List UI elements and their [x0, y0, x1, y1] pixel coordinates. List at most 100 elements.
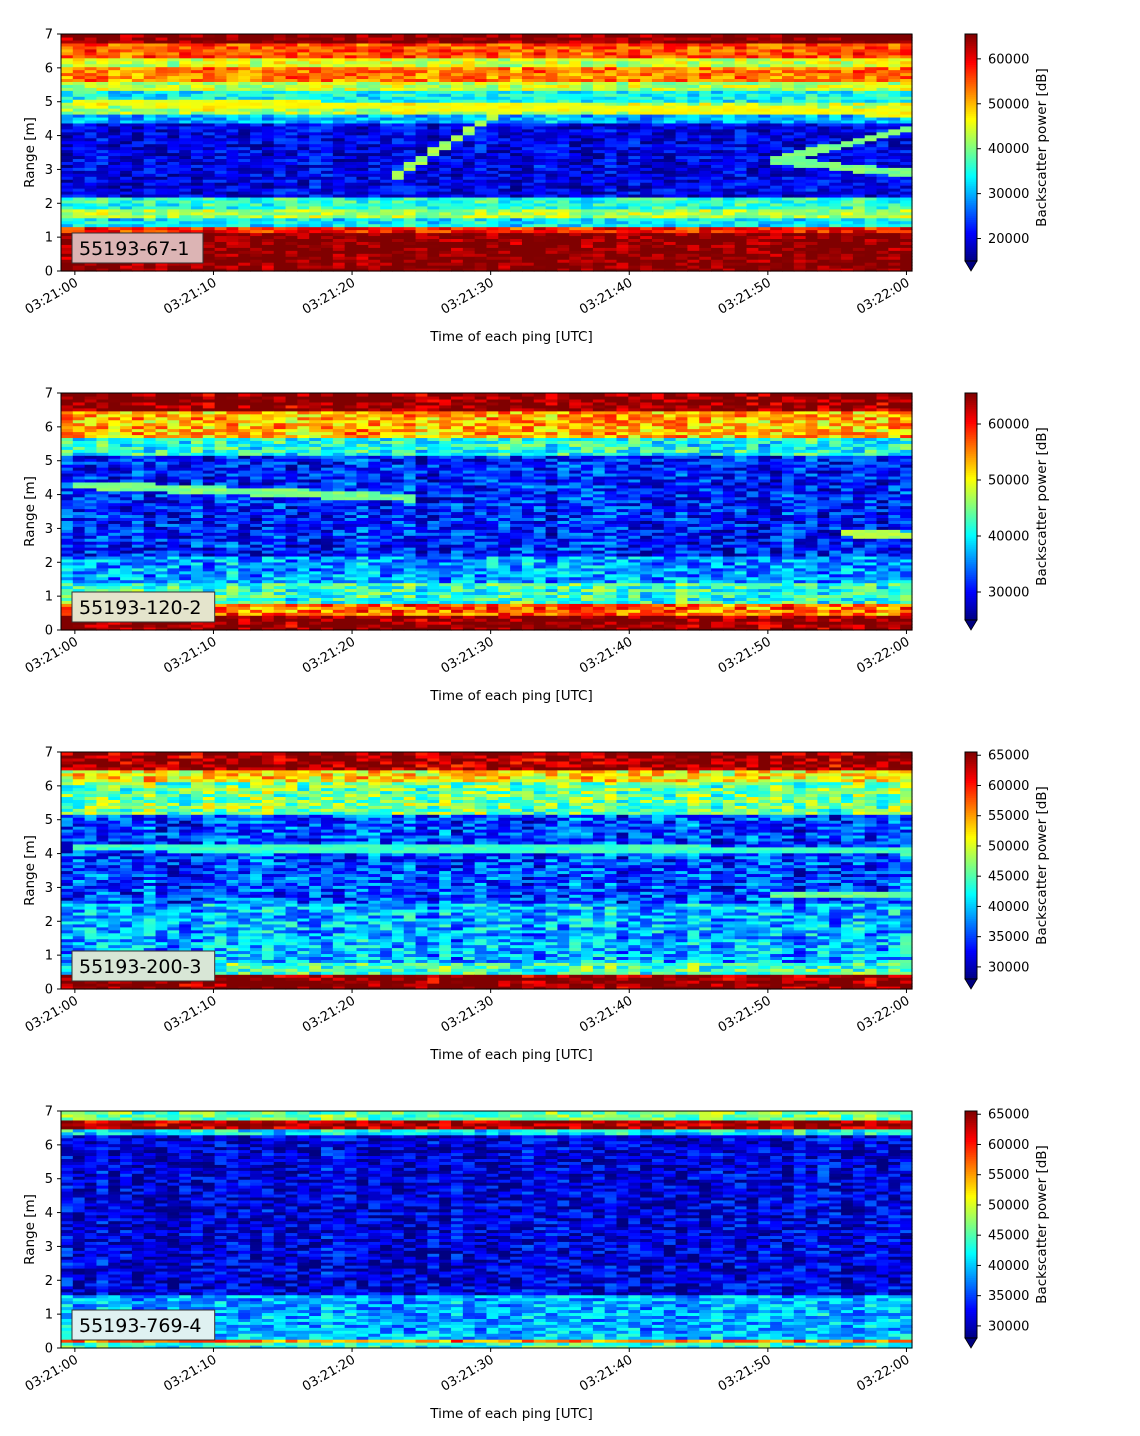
heatmap-cell	[356, 253, 369, 257]
heatmap-cell	[380, 241, 393, 245]
heatmap-cell	[108, 173, 121, 177]
heatmap-cell	[356, 125, 369, 130]
heatmap-cell	[309, 217, 322, 222]
heatmap-cell	[391, 111, 405, 115]
heatmap-cell	[309, 111, 322, 115]
heatmap-cell	[238, 131, 251, 136]
heatmap-cell	[238, 196, 251, 201]
heatmap-cell	[155, 220, 168, 225]
heatmap-cell	[214, 48, 228, 53]
heatmap-cell	[368, 48, 381, 53]
heatmap-cell	[226, 179, 239, 183]
heatmap-cell	[297, 63, 310, 68]
heatmap-cell	[356, 54, 369, 59]
heatmap-cell	[439, 191, 452, 195]
heatmap-cell	[261, 34, 275, 38]
heatmap-cell	[167, 161, 180, 165]
heatmap-cell	[96, 125, 109, 130]
heatmap-cell	[309, 232, 322, 237]
heatmap-cell	[226, 238, 239, 242]
heatmap-cell	[167, 143, 180, 148]
heatmap-cell	[427, 223, 440, 228]
heatmap-cell	[108, 134, 121, 139]
heatmap-cell	[155, 81, 168, 85]
heatmap-cell	[202, 247, 216, 251]
heatmap-cell	[297, 217, 310, 222]
heatmap-cell	[391, 134, 405, 139]
heatmap-cell	[261, 188, 275, 192]
heatmap-cell	[120, 226, 133, 231]
heatmap-cell	[214, 235, 228, 240]
heatmap-cell	[415, 223, 428, 228]
heatmap-cell	[108, 81, 121, 85]
heatmap-cell	[214, 140, 228, 145]
heatmap-cell	[96, 134, 109, 139]
heatmap-cell	[415, 48, 428, 53]
heatmap-cell	[356, 60, 369, 65]
heatmap-cell	[96, 111, 109, 115]
heatmap-cell	[356, 247, 369, 251]
heatmap-cell	[191, 268, 204, 272]
heatmap-cell	[155, 36, 168, 41]
heatmap-cell	[238, 69, 251, 74]
heatmap-cell	[368, 164, 381, 168]
heatmap-cell	[143, 87, 157, 91]
heatmap-cell	[427, 253, 440, 257]
heatmap-cell	[250, 214, 263, 219]
heatmap-cell	[439, 66, 452, 71]
heatmap-cell	[368, 122, 381, 127]
heatmap-cell	[309, 63, 322, 68]
heatmap-cell	[96, 57, 109, 62]
heatmap-cell	[415, 226, 428, 231]
heatmap-cell	[226, 34, 239, 38]
heatmap-cell	[108, 69, 121, 74]
heatmap-cell	[415, 51, 428, 56]
heatmap-cell	[285, 66, 298, 71]
heatmap-cell	[332, 262, 346, 266]
heatmap-cell	[143, 196, 157, 201]
heatmap-cell	[250, 223, 263, 228]
heatmap-cell	[321, 247, 334, 251]
heatmap-cell	[108, 111, 121, 115]
heatmap-cell	[191, 199, 204, 204]
heatmap-cell	[415, 116, 428, 121]
heatmap-cell	[368, 208, 381, 213]
heatmap-cell	[285, 211, 298, 216]
heatmap-cell	[143, 78, 157, 82]
heatmap-cell	[297, 199, 310, 204]
heatmap-cell	[250, 146, 263, 151]
heatmap-cell	[321, 57, 334, 62]
heatmap-cell	[273, 268, 287, 272]
heatmap-cell	[321, 193, 334, 198]
heatmap-cell	[403, 173, 417, 177]
heatmap-cell	[72, 149, 86, 154]
heatmap-cell	[297, 131, 310, 136]
heatmap-cell	[368, 244, 381, 248]
heatmap-cell	[202, 128, 216, 133]
heatmap-cell	[451, 182, 464, 186]
heatmap-cell	[427, 42, 440, 47]
heatmap-cell	[273, 36, 287, 41]
heatmap-cell	[72, 99, 86, 103]
heatmap-cell	[131, 122, 145, 127]
heatmap-cell	[368, 137, 381, 142]
heatmap-cell	[179, 113, 192, 118]
heatmap-cell	[273, 63, 287, 68]
heatmap-cell	[84, 134, 98, 139]
heatmap-cell	[297, 134, 310, 139]
heatmap-cell	[368, 158, 381, 162]
heatmap-cell	[285, 134, 298, 139]
heatmap-cell	[84, 191, 98, 195]
heatmap-cell	[451, 167, 464, 171]
heatmap-cell	[261, 36, 275, 41]
heatmap-cell	[427, 167, 440, 171]
heatmap-cell	[261, 69, 275, 74]
heatmap-cell	[321, 69, 334, 74]
heatmap-cell	[61, 196, 74, 201]
heatmap-cell	[380, 51, 393, 56]
heatmap-cell	[439, 102, 452, 106]
heatmap-cell	[179, 262, 192, 266]
heatmap-cell	[368, 262, 381, 266]
heatmap-cell	[167, 36, 180, 41]
heatmap-cell	[167, 96, 180, 100]
